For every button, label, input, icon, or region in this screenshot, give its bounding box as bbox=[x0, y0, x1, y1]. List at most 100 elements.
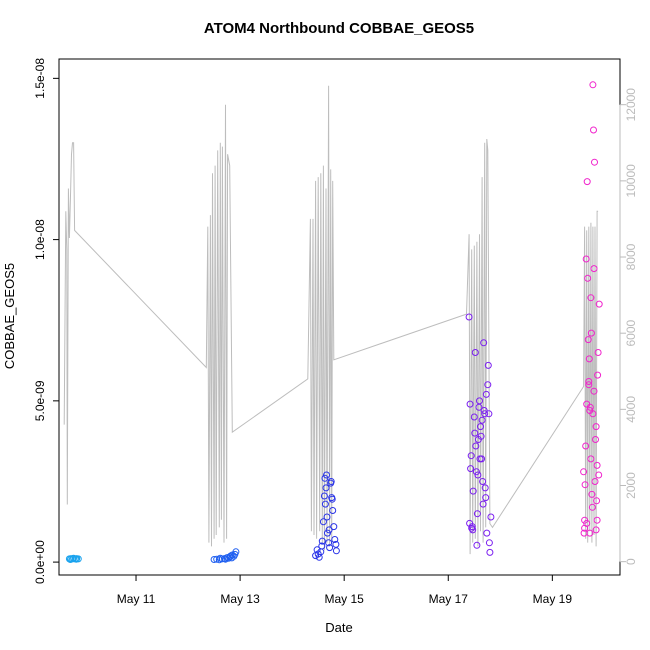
data-point bbox=[471, 429, 479, 437]
data-point bbox=[585, 381, 593, 389]
data-point bbox=[332, 547, 340, 555]
data-point bbox=[326, 544, 334, 552]
data-point bbox=[222, 555, 229, 563]
data-point bbox=[584, 274, 592, 282]
data-point bbox=[587, 455, 595, 463]
data-point bbox=[470, 413, 478, 421]
data-point bbox=[595, 300, 603, 308]
data-point bbox=[321, 500, 329, 508]
data-point bbox=[466, 400, 474, 408]
data-point bbox=[473, 510, 481, 518]
data-point bbox=[328, 494, 336, 502]
data-point bbox=[582, 442, 590, 450]
data-point bbox=[584, 336, 592, 344]
data-point bbox=[591, 158, 598, 166]
data-point bbox=[483, 529, 491, 537]
data-point bbox=[477, 432, 485, 440]
x-tick-label: May 11 bbox=[117, 592, 156, 606]
data-point bbox=[583, 178, 591, 186]
data-point bbox=[582, 255, 590, 263]
data-point bbox=[474, 471, 482, 479]
data-point bbox=[480, 407, 488, 414]
data-point bbox=[481, 410, 489, 418]
data-point bbox=[313, 546, 321, 554]
data-points-layer bbox=[65, 81, 603, 564]
x-axis-label: Date bbox=[325, 620, 352, 635]
data-point bbox=[592, 526, 600, 534]
data-point bbox=[320, 492, 328, 500]
data-point bbox=[216, 554, 224, 562]
data-point bbox=[323, 513, 331, 521]
data-point bbox=[473, 541, 481, 549]
y2-tick-label: 4000 bbox=[624, 396, 638, 423]
data-point bbox=[592, 436, 599, 443]
data-point bbox=[318, 537, 326, 545]
data-point bbox=[318, 542, 326, 550]
data-point bbox=[580, 468, 588, 476]
data-point bbox=[482, 494, 490, 502]
data-point bbox=[588, 503, 596, 511]
data-point bbox=[467, 465, 475, 473]
data-point bbox=[477, 423, 484, 431]
data-point bbox=[469, 526, 477, 534]
y2-tick-label: 8000 bbox=[624, 243, 638, 270]
data-point bbox=[587, 294, 595, 302]
y2-tick-label: 2000 bbox=[624, 472, 638, 499]
data-point bbox=[330, 523, 338, 531]
data-point bbox=[465, 313, 473, 321]
data-point bbox=[327, 479, 335, 487]
data-point bbox=[319, 518, 327, 526]
data-point bbox=[587, 329, 595, 337]
altitude-line-layer bbox=[63, 85, 599, 555]
data-point bbox=[481, 484, 489, 492]
data-point bbox=[585, 378, 593, 385]
data-point bbox=[485, 410, 493, 418]
data-point bbox=[594, 349, 602, 356]
data-point bbox=[480, 339, 488, 347]
y-tick-label: 1.5e-08 bbox=[33, 58, 47, 99]
data-point bbox=[593, 461, 601, 469]
data-point bbox=[589, 410, 597, 418]
data-point bbox=[468, 524, 476, 532]
data-point bbox=[213, 555, 221, 563]
data-point bbox=[588, 490, 596, 498]
data-point bbox=[478, 416, 486, 424]
data-point bbox=[487, 513, 495, 521]
data-point bbox=[593, 516, 601, 524]
data-point bbox=[484, 381, 492, 389]
x-tick-label: May 13 bbox=[220, 592, 260, 606]
data-point bbox=[590, 265, 598, 273]
data-point bbox=[322, 484, 330, 492]
data-point bbox=[591, 478, 599, 485]
data-point bbox=[232, 548, 240, 556]
data-point bbox=[589, 81, 597, 89]
data-point bbox=[581, 524, 589, 532]
data-point bbox=[585, 355, 593, 363]
data-point bbox=[471, 349, 479, 356]
y-axis-left: 0.0e+00 5.0e-09 1.0e-08 1.5e-08 bbox=[33, 58, 60, 584]
data-point bbox=[329, 507, 337, 514]
y2-tick-label: 6000 bbox=[624, 320, 638, 347]
data-point bbox=[590, 387, 598, 395]
y2-tick-label: 10000 bbox=[624, 164, 638, 198]
data-point bbox=[595, 471, 603, 479]
data-point bbox=[469, 487, 477, 495]
y-tick-label: 0.0e+00 bbox=[33, 540, 47, 584]
data-point bbox=[472, 468, 480, 476]
data-point bbox=[485, 539, 493, 547]
x-axis: May 11 May 13 May 15 May 17 May 19 bbox=[117, 574, 572, 606]
data-point bbox=[592, 423, 600, 431]
chart-title: ATOM4 Northbound COBBAE_GEOS5 bbox=[204, 20, 474, 37]
data-point bbox=[228, 554, 236, 562]
data-point bbox=[321, 474, 329, 482]
data-point bbox=[594, 371, 602, 379]
data-point bbox=[325, 539, 333, 547]
y-tick-label: 1.0e-08 bbox=[33, 219, 47, 260]
x-tick-label: May 15 bbox=[325, 592, 365, 606]
data-point bbox=[583, 400, 591, 408]
data-point bbox=[479, 500, 487, 508]
data-point bbox=[586, 529, 594, 537]
data-point bbox=[581, 481, 589, 489]
y2-tick-label: 12000 bbox=[624, 88, 638, 122]
